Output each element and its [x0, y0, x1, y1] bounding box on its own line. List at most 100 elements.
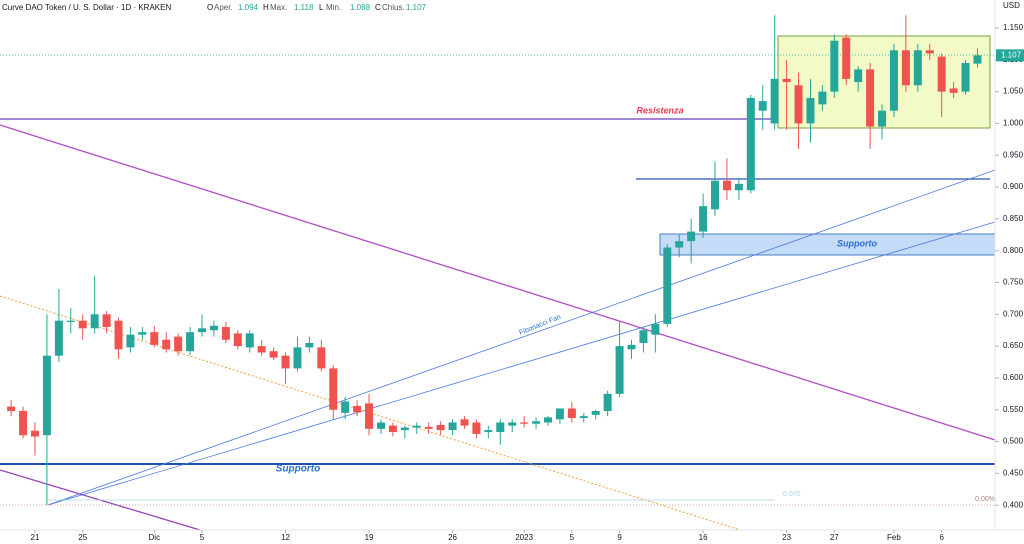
candle-body: [603, 393, 612, 412]
candle-body: [329, 368, 338, 410]
ohlc-label: Chius.: [382, 3, 405, 12]
annotation: Supporto: [837, 238, 877, 248]
header: Curve DAO Token / U. S. Dollar · 1D · KR…: [2, 3, 427, 12]
candle-body: [484, 430, 493, 433]
candle-body: [221, 327, 230, 340]
candle-body: [651, 323, 660, 335]
plot: [7, 15, 982, 506]
x-tick-label: 21: [31, 533, 40, 542]
candle-body: [400, 427, 409, 431]
candle-body: [305, 342, 314, 348]
candle-body: [102, 314, 111, 328]
y-tick-label: 0.500: [1003, 437, 1024, 446]
candle-body: [555, 408, 564, 420]
x-tick-label: 12: [281, 533, 290, 542]
y-tick-label: 0.400: [1003, 500, 1024, 509]
candle-body: [687, 231, 696, 242]
candle-body: [699, 206, 708, 232]
y-tick-label: 0.850: [1003, 214, 1024, 223]
candle-body: [770, 78, 779, 124]
x-tick-label: 6: [939, 533, 944, 542]
price-tag-label: 1.107: [1001, 50, 1022, 59]
y-tick-label: 0.900: [1003, 182, 1024, 191]
candle-body: [913, 50, 922, 86]
candle-body: [758, 101, 767, 111]
candle-body: [615, 346, 624, 394]
ohlc-label: Min.: [326, 3, 341, 12]
candle-body: [925, 50, 934, 54]
trend-line: [0, 124, 996, 441]
candle-body: [937, 56, 946, 92]
candle-body: [949, 88, 958, 93]
candle-body: [973, 55, 982, 64]
candle-body: [460, 419, 469, 426]
candle-body: [842, 37, 851, 79]
x-tick-label: Dic: [149, 533, 161, 542]
candle-body: [19, 411, 28, 436]
candle-body: [341, 401, 350, 413]
candle-body: [269, 351, 278, 358]
x-tick-label: 5: [200, 533, 205, 542]
candle-body: [126, 334, 135, 348]
candle-body: [150, 332, 159, 345]
candle-body: [7, 406, 16, 412]
annotation: 0.005: [783, 491, 801, 498]
candle-body: [508, 422, 517, 426]
candle-body: [114, 320, 123, 350]
ohlc-key: H: [263, 3, 269, 12]
y-tick-label: 1.150: [1003, 23, 1024, 32]
candle-body: [579, 416, 588, 419]
ohlc-key: L: [319, 3, 324, 12]
x-tick-label: 25: [78, 533, 87, 542]
annotation: Supporto: [276, 464, 320, 475]
candle-body: [42, 355, 51, 436]
candle-body: [186, 332, 195, 352]
candle-body: [376, 422, 385, 429]
candle-body: [830, 40, 839, 92]
candle-body: [353, 405, 362, 413]
candle-body: [365, 403, 374, 429]
ohlc-value: 1.118: [294, 3, 314, 12]
ohlc-label: Max.: [270, 3, 287, 12]
candle-body: [138, 332, 147, 335]
candle-body: [198, 328, 207, 333]
x-tick-label: 26: [448, 533, 457, 542]
y-tick-label: 0.650: [1003, 341, 1024, 350]
candle-body: [448, 422, 457, 431]
ohlc-value: 1.094: [238, 3, 259, 12]
candle-body: [233, 333, 242, 347]
candle-body: [782, 78, 791, 83]
candle-body: [889, 50, 898, 111]
candle-body: [245, 333, 254, 348]
ohlc-label: Aper.: [214, 3, 233, 12]
candle-body: [711, 180, 720, 210]
candle-body: [209, 325, 218, 331]
candle-body: [424, 426, 433, 429]
candle-body: [31, 430, 39, 437]
candle-body: [78, 320, 87, 329]
candle-body: [722, 180, 731, 191]
candle-body: [818, 91, 827, 105]
candle-body: [520, 422, 529, 424]
candle-body: [54, 320, 63, 356]
candle-body: [388, 425, 397, 433]
x-tick-label: 19: [365, 533, 374, 542]
candle-body: [90, 314, 99, 329]
candle-body: [496, 422, 505, 433]
candle-body: [866, 69, 875, 127]
candle-body: [436, 425, 445, 431]
candle-body: [591, 411, 600, 415]
x-tick-label: 27: [830, 533, 839, 542]
x-tick-label: 5: [570, 533, 575, 542]
candle-body: [174, 336, 183, 352]
y-tick-label: 0.550: [1003, 405, 1024, 414]
y-tick-label: 1.050: [1003, 87, 1024, 96]
y-tick-label: 0.700: [1003, 309, 1024, 318]
candle-body: [627, 344, 636, 350]
candle-body: [639, 330, 648, 343]
price-tag: [996, 49, 1024, 62]
currency: USD: [1003, 1, 1020, 10]
ohlc-value: 1.107: [406, 3, 427, 12]
candle-body: [746, 97, 755, 191]
